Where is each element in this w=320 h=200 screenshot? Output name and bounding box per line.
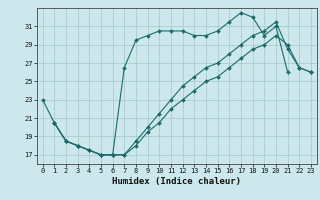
X-axis label: Humidex (Indice chaleur): Humidex (Indice chaleur)	[112, 177, 241, 186]
